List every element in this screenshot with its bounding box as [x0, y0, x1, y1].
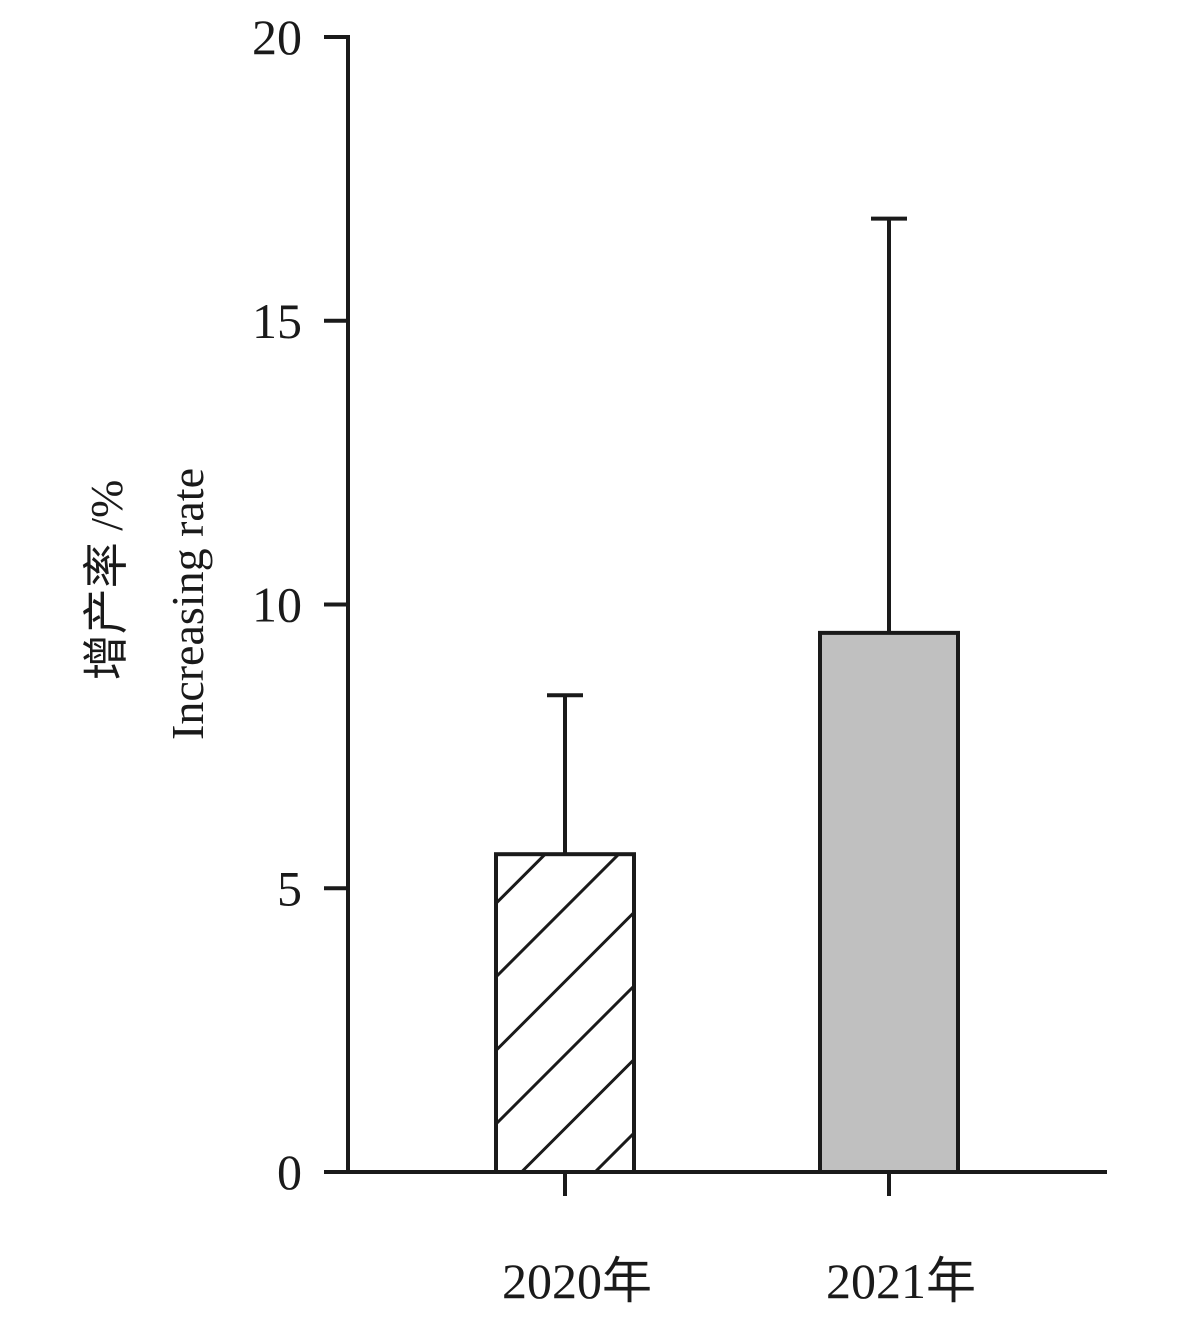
y-axis-title: 增产率 /%	[81, 480, 132, 681]
y-ticks-layer: 0 5 10 15 20	[252, 9, 348, 1200]
y-tick-label-15: 15	[252, 293, 302, 349]
bar-0	[494, 852, 636, 1174]
x-ticks-layer: 2020年 2021年	[502, 1172, 976, 1309]
y-tick-label-20: 20	[252, 9, 302, 65]
bar-1	[818, 630, 960, 1174]
error-bars-layer	[547, 216, 907, 855]
y-tick-label-0: 0	[277, 1144, 302, 1200]
x-tick-label-1: 2021年	[826, 1253, 976, 1309]
bars-layer	[494, 630, 960, 1174]
y-tick-label-5: 5	[277, 860, 302, 916]
y-axis-title-english: Increasing rate	[162, 468, 213, 740]
y-tick-label-10: 10	[252, 577, 302, 633]
x-tick-label-0: 2020年	[502, 1253, 652, 1309]
